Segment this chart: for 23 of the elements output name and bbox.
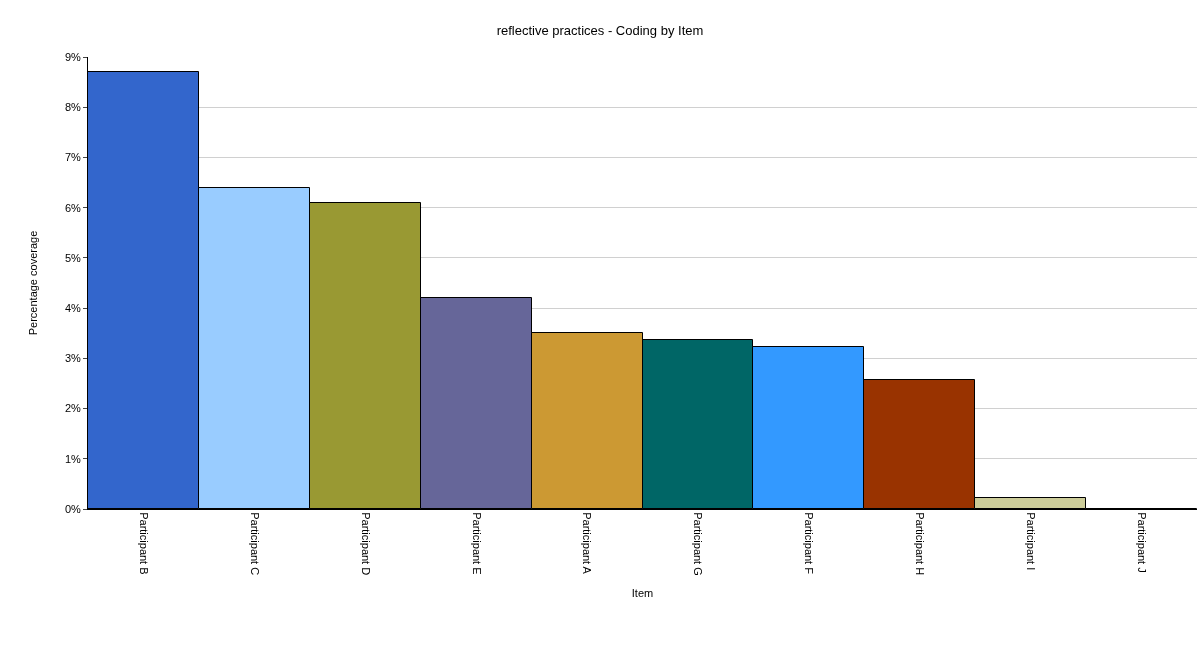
y-tick-label: 0% bbox=[64, 502, 82, 515]
x-axis-title: Item bbox=[631, 586, 654, 599]
y-tick-label: 7% bbox=[64, 151, 82, 164]
y-tick-label: 1% bbox=[64, 452, 82, 465]
x-tick-label: Participant I bbox=[1025, 512, 1038, 571]
y-tick-label: 3% bbox=[64, 352, 82, 365]
y-tick-label: 4% bbox=[64, 301, 82, 314]
y-axis-title: Percentage coverage bbox=[26, 230, 39, 336]
y-tick-label: 8% bbox=[64, 101, 82, 114]
x-tick-label: Participant G bbox=[692, 512, 705, 576]
chart-title: reflective practices - Coding by Item bbox=[496, 22, 704, 38]
x-tick-label: Participant B bbox=[137, 512, 150, 575]
x-tick-label: Participant D bbox=[359, 512, 372, 576]
x-tick-label: Participant E bbox=[470, 512, 483, 575]
x-tick-label: Participant H bbox=[914, 512, 927, 576]
y-tick-label: 9% bbox=[64, 50, 82, 63]
x-tick-label: Participant J bbox=[1135, 512, 1148, 573]
y-tick-label: 2% bbox=[64, 402, 82, 415]
x-tick-label: Participant C bbox=[248, 512, 261, 576]
x-tick-label: Participant A bbox=[581, 512, 594, 575]
y-tick-label: 6% bbox=[64, 201, 82, 214]
x-tick-label: Participant F bbox=[803, 512, 816, 575]
y-tick-label: 5% bbox=[64, 251, 82, 264]
